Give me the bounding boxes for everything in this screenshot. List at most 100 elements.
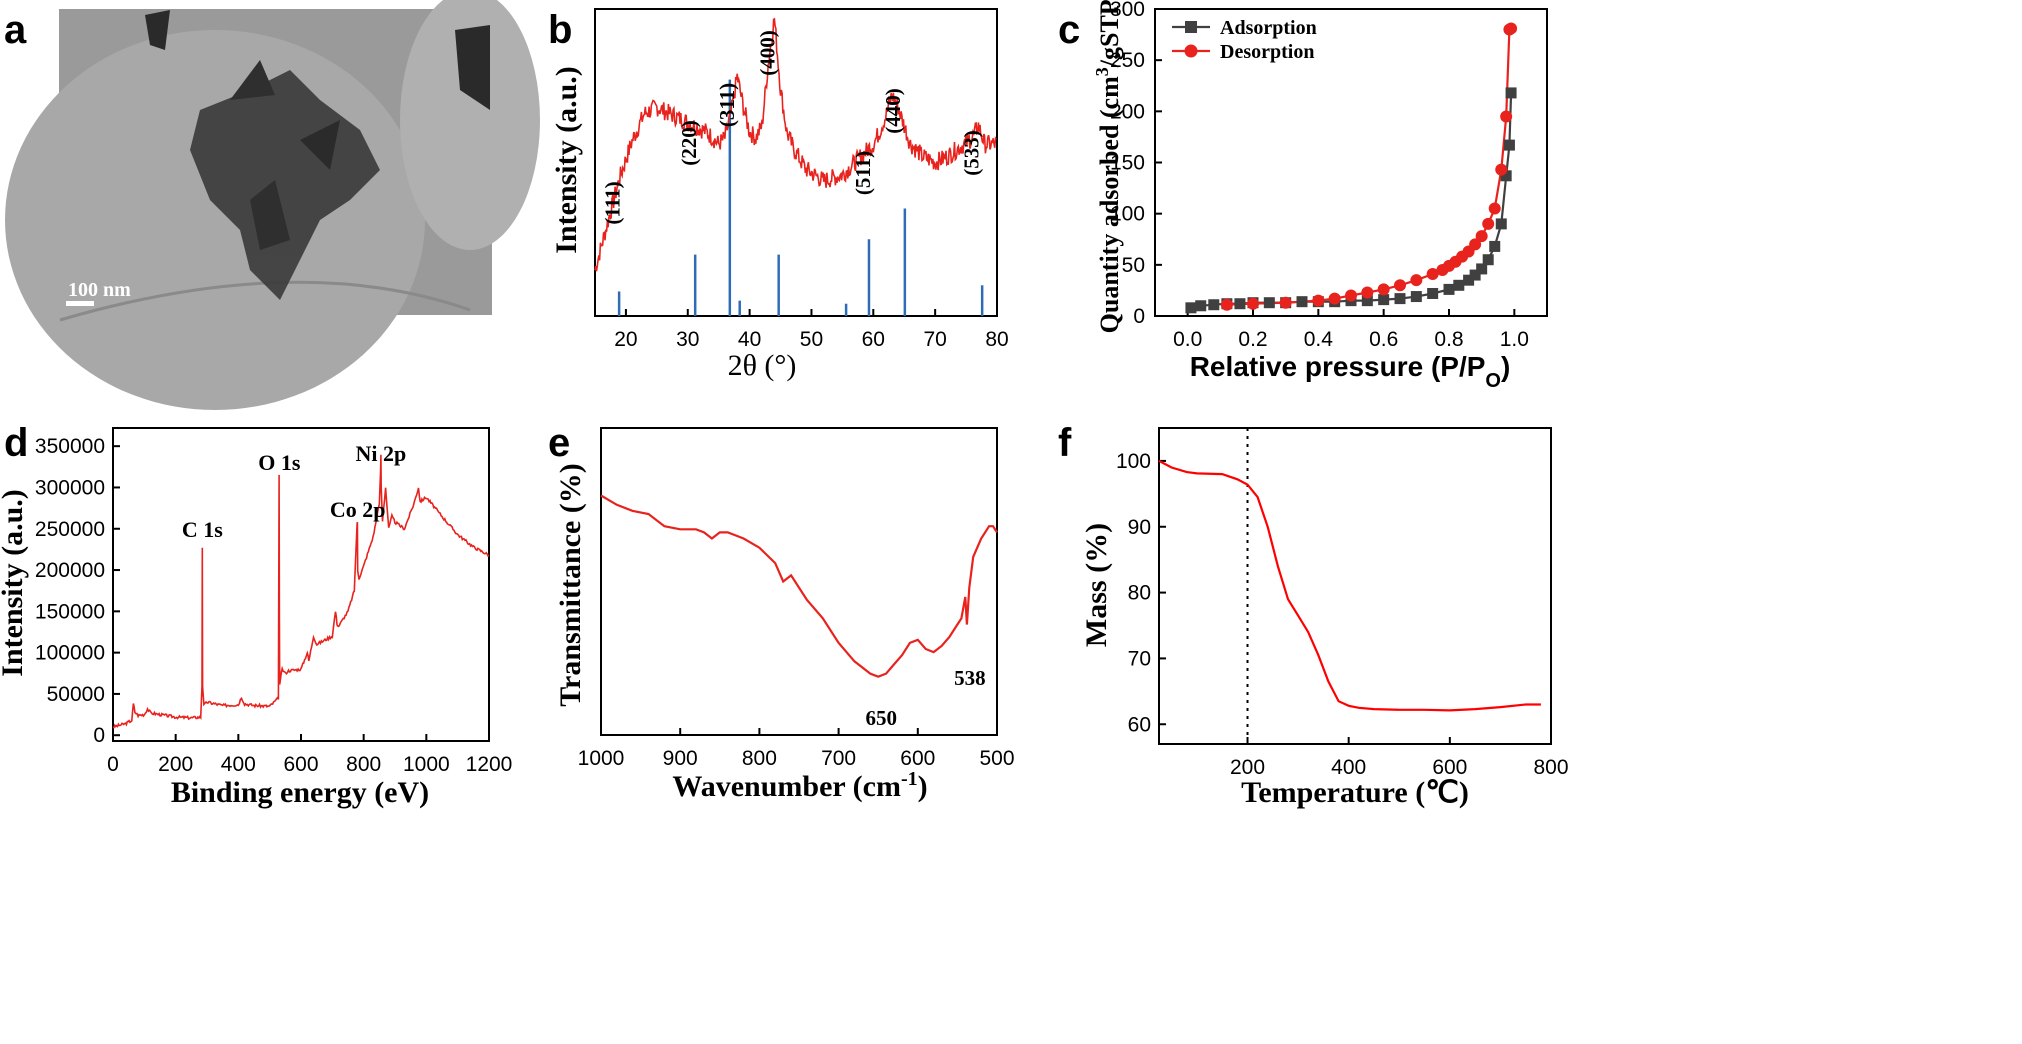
- bet-ylabel-rest: /gSTP): [1095, 0, 1124, 68]
- xps-ytick-label: 200000: [35, 559, 105, 582]
- tga-xtick-label: 800: [1533, 756, 1568, 779]
- tem-film-hole: [5, 30, 425, 410]
- ftir-xtick-label: 600: [900, 747, 935, 770]
- xps-survey-line: [112, 454, 490, 729]
- bet-legend: Adsorption Desorption: [1172, 17, 1317, 63]
- desorption-markers: [1220, 22, 1518, 311]
- xrd-xtick-label: 50: [800, 328, 823, 351]
- bet-xlabel-sub: O: [1485, 370, 1501, 392]
- tem-film-hole-2: [400, 0, 540, 250]
- ftir-peak-labels: 650 538: [865, 666, 985, 730]
- desorption-point: [1361, 286, 1374, 299]
- ftir-xlabel-main: Wavenumber (cm: [672, 770, 901, 803]
- panel-b: b 20 30 40 50 60 70 80 (111) (220) (311) (400) (51…: [548, 8, 1009, 382]
- xps-peak-label: C 1s: [182, 517, 223, 542]
- legend-desorption-marker: [1184, 44, 1198, 58]
- xrd-peak-label: (311): [715, 83, 739, 127]
- ftir-xlabel-close: ): [918, 770, 928, 803]
- bet-xtick-label: 0.0: [1173, 328, 1202, 351]
- desorption-point: [1495, 163, 1508, 176]
- panel-label-d: d: [4, 421, 28, 465]
- ftir-xtick-label: 1000: [578, 747, 625, 770]
- adsorption-point: [1263, 297, 1275, 309]
- bet-ylabel: Quantity adsorbed (cm3/gSTP): [1092, 0, 1124, 333]
- xps-ticks: 0 200 400 600 800 1000 1200 0 50000 100000 150000 2…: [35, 435, 512, 776]
- ftir-peak-label: 538: [954, 666, 986, 690]
- bet-ylabel-main: Quantity adsorbed (cm: [1095, 76, 1124, 333]
- tga-xtick-label: 400: [1331, 756, 1366, 779]
- bet-ytick-label: 300: [1110, 0, 1145, 21]
- xps-peak-labels: C 1s O 1s Co 2p Ni 2p: [182, 441, 406, 542]
- ftir-peak-label: 650: [865, 706, 897, 730]
- ftir-xtick-label: 900: [663, 747, 698, 770]
- xrd-peak-label: (440): [881, 88, 905, 134]
- xps-xtick-label: 0: [107, 753, 119, 776]
- legend-adsorption-label: Adsorption: [1220, 17, 1317, 39]
- xrd-peak-label: (111): [601, 181, 625, 224]
- adsorption-point: [1185, 302, 1197, 314]
- panel-e: e 1000 900 800 700 600 500 650 538 Transmittan…: [548, 421, 1015, 803]
- bet-xtick-label: 1.0: [1500, 328, 1529, 351]
- xps-ytick-label: 250000: [35, 518, 105, 541]
- panel-label-c: c: [1058, 8, 1080, 52]
- xrd-ylabel: Intensity (a.u.): [550, 66, 583, 254]
- adsorption-point: [1503, 139, 1515, 151]
- xps-ytick-label: 100000: [35, 642, 105, 665]
- xrd-pattern-line: [594, 17, 997, 272]
- tga-mass-line: [1158, 459, 1541, 712]
- bet-xlabel: Relative pressure (P/PO): [1190, 351, 1511, 392]
- ftir-line: [600, 494, 998, 678]
- panel-label-b: b: [548, 8, 572, 52]
- tga-axes-frame: [1158, 427, 1552, 745]
- desorption-point: [1394, 279, 1406, 292]
- tem-particle-right: [455, 25, 490, 110]
- xrd-axes-frame: [594, 8, 998, 317]
- bet-ylabel-sup: 3: [1092, 67, 1112, 76]
- tga-ytick-label: 60: [1128, 713, 1151, 736]
- ftir-xlabel-sup: -1: [901, 768, 918, 790]
- adsorption-point: [1476, 263, 1488, 275]
- xrd-peak-label: (533): [959, 130, 983, 176]
- xrd-xtick-label: 20: [614, 328, 637, 351]
- adsorption-point: [1453, 279, 1465, 291]
- xrd-xticks: 20 30 40 50 60 70 80: [614, 309, 1009, 351]
- xps-ytick-label: 150000: [35, 600, 105, 623]
- xps-ytick-label: 50000: [47, 683, 105, 706]
- adsorption-point: [1505, 87, 1517, 99]
- panel-label-f: f: [1058, 421, 1072, 465]
- xps-ylabel: Intensity (a.u.): [0, 489, 29, 677]
- adsorption-point: [1489, 240, 1501, 252]
- xps-xtick-label: 800: [346, 753, 381, 776]
- desorption-point: [1410, 274, 1423, 287]
- panel-d: d 0 200 400 600 800 1000 1200 0 50000 100000 15000…: [0, 421, 512, 809]
- adsorption-point: [1463, 274, 1475, 286]
- bet-xtick-label: 0.4: [1304, 328, 1334, 351]
- adsorption-point: [1427, 287, 1439, 299]
- adsorption-point: [1495, 218, 1507, 230]
- ftir-ticks: 1000 900 800 700 600 500: [578, 728, 1015, 770]
- panel-f: f 200 400 600 800 60 70 80 90 100 Mass (%) Tempe…: [1058, 421, 1569, 809]
- bet-xlabel-main: Relative pressure (P/P: [1190, 351, 1486, 382]
- xps-ytick-label: 300000: [35, 476, 105, 499]
- legend-adsorption-marker: [1185, 21, 1197, 33]
- tem-particle-cluster: [190, 60, 380, 300]
- adsorption-point: [1410, 291, 1422, 303]
- xps-peak-label: O 1s: [258, 450, 301, 475]
- bet-xtick-label: 0.6: [1369, 328, 1398, 351]
- xrd-xtick-label: 60: [862, 328, 885, 351]
- xrd-xtick-label: 80: [985, 328, 1008, 351]
- xps-xtick-label: 1200: [466, 753, 513, 776]
- adsorption-line: [1190, 92, 1513, 309]
- bet-ticks: 0.0 0.2 0.4 0.6 0.8 1.0 0 50 100 150 200 250 300: [1110, 0, 1529, 351]
- adsorption-point: [1500, 170, 1512, 182]
- adsorption-point: [1361, 295, 1373, 307]
- bet-xlabel-close: ): [1501, 351, 1510, 382]
- bet-xtick-label: 0.2: [1238, 328, 1267, 351]
- ftir-xtick-label: 800: [742, 747, 777, 770]
- panel-label-e: e: [548, 421, 570, 465]
- xps-peak-label: Ni 2p: [356, 441, 407, 466]
- adsorption-markers: [1185, 87, 1517, 314]
- desorption-point: [1328, 292, 1341, 305]
- xrd-xlabel: 2θ (°): [728, 349, 797, 382]
- adsorption-point: [1296, 296, 1308, 308]
